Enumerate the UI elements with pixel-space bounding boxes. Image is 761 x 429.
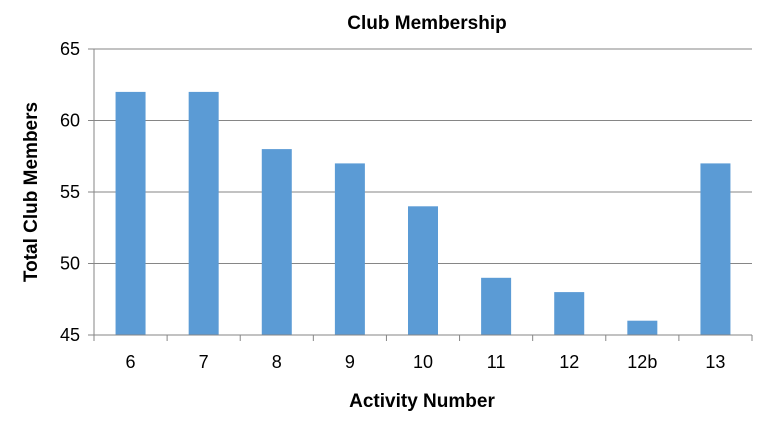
x-tick-label: 8 — [272, 352, 282, 372]
chart-title: Club Membership — [347, 13, 506, 34]
x-axis-label: Activity Number — [349, 391, 495, 412]
y-tick-label: 65 — [60, 39, 80, 59]
x-tick-label: 12b — [627, 352, 657, 372]
x-tick-label: 7 — [199, 352, 209, 372]
y-axis-label: Total Club Members — [21, 102, 42, 282]
x-tick-label: 6 — [126, 352, 136, 372]
x-tick-label: 9 — [345, 352, 355, 372]
bar-12b — [627, 320, 658, 335]
x-tick-label: 10 — [413, 352, 433, 372]
bar-10 — [408, 206, 438, 335]
bar-7 — [188, 91, 219, 336]
x-tick-labels: 6 7 8 9 10 11 12 12b 13 — [126, 352, 726, 372]
bar-9 — [334, 163, 365, 335]
bar-12 — [554, 292, 585, 335]
bar-6 — [115, 91, 146, 336]
y-tick-label: 60 — [60, 111, 80, 131]
bar-13 — [700, 163, 731, 335]
axes — [88, 48, 753, 341]
bars-group — [115, 91, 731, 336]
x-tick-label: 12 — [559, 352, 579, 372]
y-tick-labels: 45 50 55 60 65 — [60, 39, 80, 345]
bar-11 — [481, 277, 512, 335]
x-tick-label: 13 — [705, 352, 725, 372]
x-tick-label: 11 — [487, 352, 506, 372]
y-tick-label: 50 — [60, 254, 80, 274]
bar-8 — [261, 149, 292, 335]
y-tick-label: 45 — [60, 325, 80, 345]
y-tick-label: 55 — [60, 182, 80, 202]
